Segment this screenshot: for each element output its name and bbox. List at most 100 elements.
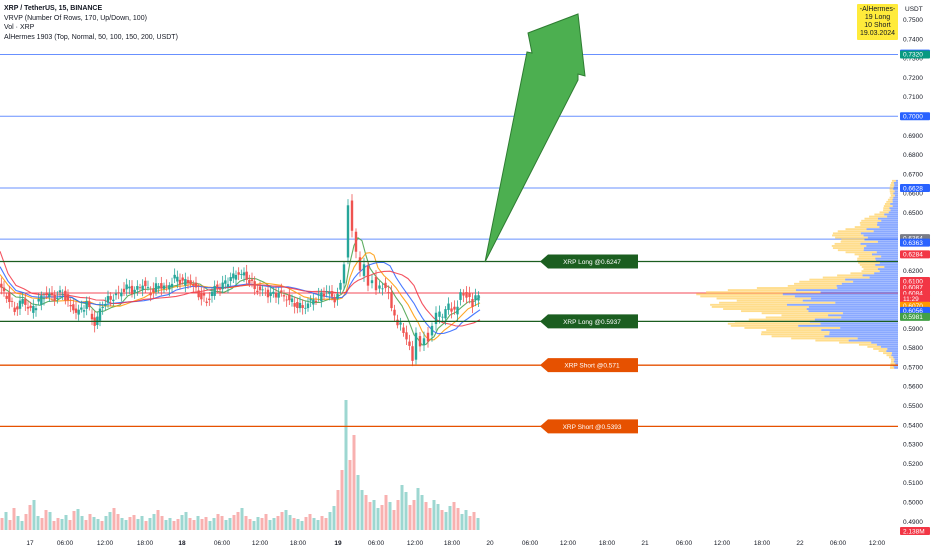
candle-body xyxy=(66,294,70,301)
candle-body xyxy=(128,286,131,289)
volume-bar xyxy=(460,514,464,530)
volume-bar xyxy=(412,500,416,530)
volume-bar xyxy=(132,515,136,530)
vrvp-row-down xyxy=(741,310,809,313)
candle-body xyxy=(149,292,152,296)
vrvp-row-down xyxy=(857,257,876,260)
vrvp-row-up xyxy=(845,278,898,281)
candle-body xyxy=(112,299,115,302)
vrvp-row-down xyxy=(869,215,888,218)
candle-body xyxy=(98,308,102,321)
vrvp-row-up xyxy=(893,188,898,191)
candle-body xyxy=(8,292,11,303)
vrvp-row-down xyxy=(890,194,895,197)
volume-bar xyxy=(240,508,244,530)
trade-level-label-bg-1 xyxy=(540,314,638,329)
volume-bar xyxy=(152,514,156,530)
target-arrow-icon xyxy=(484,13,586,263)
candle-body xyxy=(45,293,48,295)
vrvp-row-up xyxy=(893,196,898,199)
time-tick-17: 06:00 xyxy=(676,540,693,547)
vrvp-row-up xyxy=(864,238,898,241)
vrvp-row-up xyxy=(867,236,898,239)
volume-bar xyxy=(100,521,104,530)
vrvp-row-down xyxy=(766,329,822,331)
vrvp-row-down xyxy=(891,181,894,184)
candle-body xyxy=(237,272,240,275)
volume-bar xyxy=(140,516,144,530)
price-tag-bg-6 xyxy=(900,250,930,259)
vrvp-row-down xyxy=(859,263,876,266)
candle-body xyxy=(312,299,315,305)
vrvp-row-down xyxy=(891,179,896,182)
price-tag-11: 0.6070 xyxy=(903,303,923,310)
indicator-alhermes[interactable]: AlHermes 1903 (Top, Normal, 50, 100, 150… xyxy=(4,33,178,41)
time-tick-21: 06:00 xyxy=(830,540,847,547)
vrvp-row-down xyxy=(815,339,849,342)
vrvp-row-down xyxy=(889,190,895,193)
candle-body xyxy=(16,306,19,310)
vrvp-row-down xyxy=(832,234,864,237)
candle-body xyxy=(197,290,200,298)
time-tick-0: 17 xyxy=(26,540,34,547)
trade-levels: XRP Long @0.6247 XRP Long @0.5937 XRP Shor… xyxy=(0,254,898,434)
candle-body xyxy=(266,289,270,298)
vrvp-row-up xyxy=(802,299,898,302)
price-tag-6: 0.6284 xyxy=(903,252,923,259)
price-tick-12: 0.5900 xyxy=(903,326,923,333)
indicator-vrvp[interactable]: VRVP (Number Of Rows, 170, Up/Down, 100) xyxy=(4,14,147,22)
volume-bar xyxy=(456,508,460,530)
candle-body xyxy=(114,293,118,296)
volume-bar xyxy=(452,502,456,530)
volume-bar xyxy=(416,488,420,530)
vrvp-row-down xyxy=(845,228,867,231)
candle-body xyxy=(82,310,86,312)
alhermes-short-count: 10 Short xyxy=(864,22,891,29)
candle-body xyxy=(426,332,430,342)
vrvp-row-up xyxy=(860,232,898,235)
target-arrow xyxy=(484,13,586,263)
time-tick-11: 18:00 xyxy=(444,540,461,547)
vrvp-row-down xyxy=(787,284,837,287)
vrvp-row-down xyxy=(845,251,877,254)
candle-body xyxy=(64,290,67,301)
vrvp-row-up xyxy=(840,326,898,329)
candle-body xyxy=(234,274,238,280)
volume-bar xyxy=(76,509,80,530)
vrvp-row-up xyxy=(871,253,898,256)
vrvp-row-up xyxy=(863,249,898,252)
symbol-title[interactable]: XRP / TetherUS, 15, BINANCE xyxy=(4,5,103,12)
vrvp-row-down xyxy=(834,242,861,245)
vrvp-row-down xyxy=(706,291,821,294)
candle-body xyxy=(136,285,139,290)
candle-body xyxy=(85,301,88,309)
vrvp-row-down xyxy=(864,217,879,220)
vrvp-row-up xyxy=(808,310,898,313)
time-tick-22: 12:00 xyxy=(869,540,886,547)
vrvp-row-up xyxy=(894,184,898,186)
vrvp-row-up xyxy=(893,360,898,363)
candle-body xyxy=(157,285,160,288)
candle-body xyxy=(301,305,304,308)
moving-average-3 xyxy=(0,251,481,327)
vrvp-row-down xyxy=(850,272,875,275)
vrvp-row-down xyxy=(719,301,836,304)
volume-bar xyxy=(28,505,32,530)
price-tick-14: 0.5700 xyxy=(903,364,923,371)
vrvp-row-down xyxy=(822,276,870,279)
vrvp-row-down xyxy=(799,280,854,283)
candle-body xyxy=(154,283,158,292)
candle-body xyxy=(306,303,310,309)
volume-bar xyxy=(304,517,308,530)
price-tag-3: 0.6628 xyxy=(903,185,923,192)
vrvp-row-down xyxy=(761,331,830,334)
time-tick-18: 12:00 xyxy=(714,540,731,547)
candle-body xyxy=(309,298,312,301)
indicator-volume[interactable]: Vol · XRP xyxy=(4,24,35,31)
candle-body xyxy=(285,299,288,301)
candle-body xyxy=(354,231,358,252)
volume-bar xyxy=(20,521,24,530)
volume-bar xyxy=(404,492,408,530)
candle-body xyxy=(453,306,456,310)
